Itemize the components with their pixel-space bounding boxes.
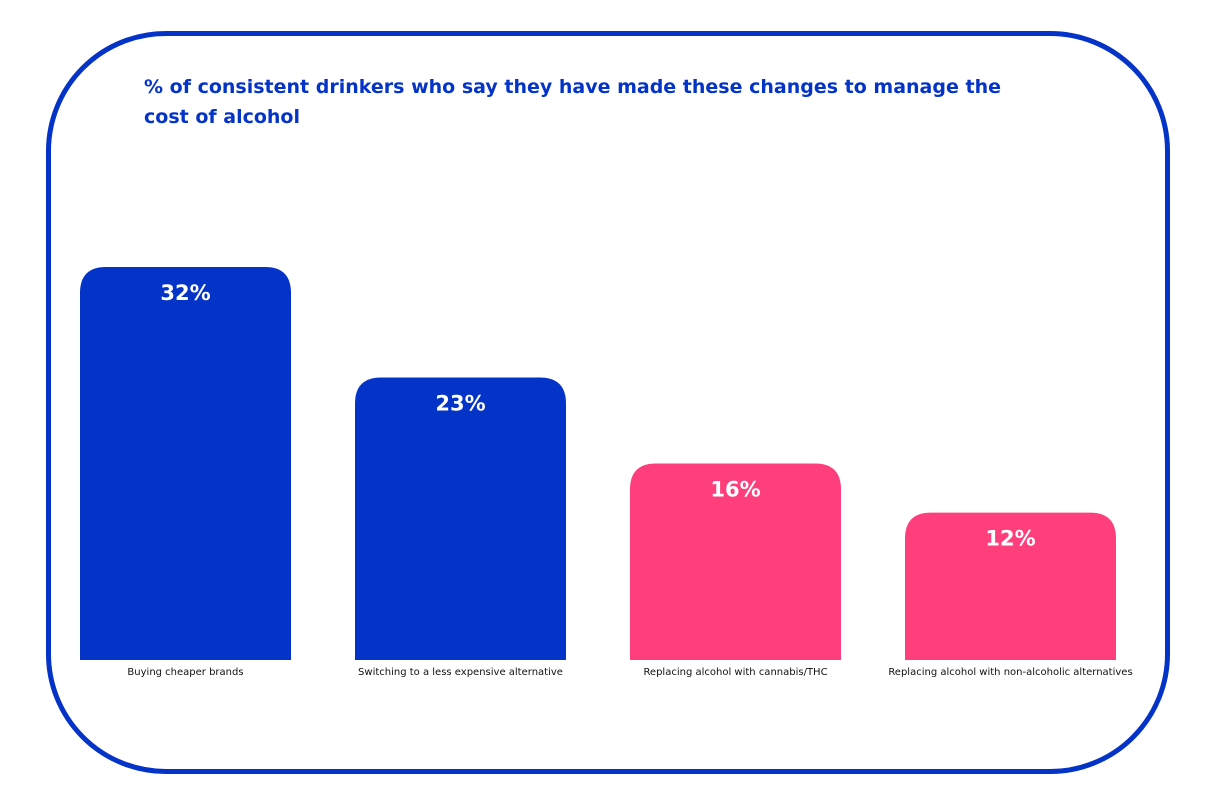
bar-3 xyxy=(630,463,841,660)
category-label-4: Replacing alcohol with non-alcoholic alt… xyxy=(888,667,1132,678)
bar-1 xyxy=(80,267,291,660)
category-label-3: Replacing alcohol with cannabis/THC xyxy=(643,667,827,678)
category-label-2: Switching to a less expensive alternativ… xyxy=(358,667,563,678)
bars-group: 32% Buying cheaper brands 23% Switching to … xyxy=(80,267,1133,678)
bar-value-label-2: 23% xyxy=(435,392,485,416)
bar-value-label-4: 12% xyxy=(985,527,1035,551)
bar-value-label-3: 16% xyxy=(710,478,760,502)
bar-2 xyxy=(355,377,566,660)
bar-4 xyxy=(905,512,1116,660)
bar-value-label-1: 32% xyxy=(160,281,210,305)
category-label-1: Buying cheaper brands xyxy=(127,667,243,678)
chart-title: % of consistent drinkers who say they ha… xyxy=(144,76,1001,128)
